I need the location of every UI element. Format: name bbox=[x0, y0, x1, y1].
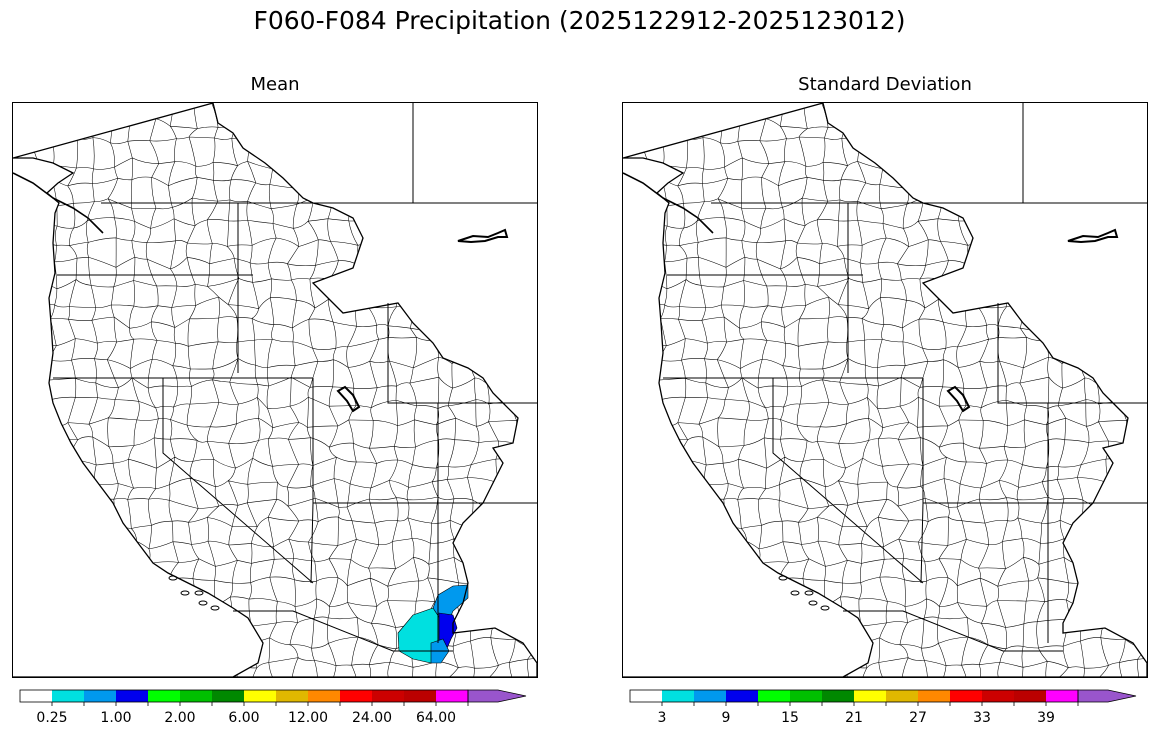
state-boundary bbox=[162, 378, 314, 584]
state-boundary bbox=[387, 303, 537, 404]
mean-colorbar bbox=[19, 689, 527, 706]
colorbar-segment bbox=[276, 690, 308, 702]
state-boundary bbox=[1022, 103, 1147, 204]
channel-island bbox=[790, 590, 800, 596]
colorbar-segment bbox=[116, 690, 148, 702]
puget-sound-shoreline bbox=[623, 172, 714, 234]
colorbar-segment bbox=[308, 690, 340, 702]
colorbar-segment bbox=[822, 690, 854, 702]
state-boundary bbox=[312, 378, 537, 504]
colorbar-tick-label: 2.00 bbox=[164, 710, 196, 726]
colorbar-tick-label: 9 bbox=[721, 710, 731, 726]
colorbar-segment bbox=[918, 690, 950, 702]
colorbar-segment bbox=[694, 690, 726, 702]
figure-title: F060-F084 Precipitation (2025122912-2025… bbox=[253, 6, 906, 35]
state-boundary bbox=[772, 378, 924, 584]
colorbar-segment bbox=[84, 690, 116, 702]
colorbar-segment bbox=[1014, 690, 1046, 702]
colorbar-segment bbox=[340, 690, 372, 702]
colorbar-segment bbox=[404, 690, 436, 702]
state-boundary bbox=[843, 610, 1063, 652]
channel-island bbox=[210, 605, 220, 611]
state-boundary bbox=[920, 502, 924, 584]
colorbar-segment bbox=[52, 690, 84, 702]
panel-title-std: Standard Deviation bbox=[798, 74, 972, 95]
colorbar-tick-label: 24.00 bbox=[351, 710, 393, 726]
coastline bbox=[623, 103, 1147, 677]
coastline bbox=[13, 103, 537, 677]
mean-colorbar-ticks: 0.25 1.00 2.00 6.00 12.00 24.00 64.00 bbox=[12, 710, 542, 730]
colorbar-segment bbox=[148, 690, 180, 702]
colorbar-segment bbox=[244, 690, 276, 702]
mean-map-drawing bbox=[13, 103, 537, 677]
colorbar-segment bbox=[854, 690, 886, 702]
channel-island bbox=[804, 590, 814, 596]
colorbar-segment bbox=[662, 690, 694, 702]
colorbar-segment bbox=[212, 690, 244, 702]
colorbar-segment bbox=[20, 690, 52, 702]
colorbar-segment bbox=[950, 690, 982, 702]
colorbar-segment bbox=[1046, 690, 1078, 702]
colorbar-arrow-segment bbox=[467, 689, 527, 703]
colorbar-tick-label: 39 bbox=[1037, 710, 1055, 726]
state-boundary bbox=[922, 378, 1147, 504]
colorbar-tick-label: 0.25 bbox=[36, 710, 68, 726]
colorbar-tick-label: 64.00 bbox=[415, 710, 457, 726]
lake-shoreline bbox=[457, 228, 509, 244]
std-map bbox=[622, 102, 1148, 678]
colorbar-tick-label: 12.00 bbox=[287, 710, 329, 726]
great-salt-lake bbox=[946, 385, 971, 413]
channel-island bbox=[168, 575, 178, 581]
panel-title-mean: Mean bbox=[250, 74, 300, 95]
colorbar-segment bbox=[630, 690, 662, 702]
channel-island bbox=[808, 600, 818, 606]
colorbar-segment bbox=[758, 690, 790, 702]
basin-boundaries bbox=[623, 103, 1147, 677]
colorbar-segment bbox=[726, 690, 758, 702]
colorbar-tick-label: 1.00 bbox=[100, 710, 132, 726]
std-map-drawing bbox=[623, 103, 1147, 677]
colorbar-tick-label: 21 bbox=[845, 710, 863, 726]
state-boundary bbox=[997, 303, 1147, 404]
state-boundary bbox=[310, 502, 314, 584]
colorbar-segment bbox=[790, 690, 822, 702]
colorbar-tick-label: 27 bbox=[909, 710, 927, 726]
channel-island bbox=[194, 590, 204, 596]
colorbar-segment bbox=[886, 690, 918, 702]
colorbar-tick-label: 3 bbox=[657, 710, 667, 726]
state-boundary bbox=[233, 610, 453, 652]
colorbar-tick-label: 33 bbox=[973, 710, 991, 726]
std-colorbar bbox=[629, 689, 1137, 706]
colorbar-tick-label: 15 bbox=[781, 710, 799, 726]
colorbar-segment bbox=[982, 690, 1014, 702]
colorbar-arrow-segment bbox=[1077, 689, 1137, 703]
state-boundary bbox=[412, 103, 537, 204]
lake-shoreline bbox=[1067, 228, 1119, 244]
colorbar-segment bbox=[372, 690, 404, 702]
colorbar-segment bbox=[436, 690, 468, 702]
great-salt-lake bbox=[336, 385, 361, 413]
colorbar-segment bbox=[180, 690, 212, 702]
mean-map bbox=[12, 102, 538, 678]
std-colorbar-ticks: 3 9 15 21 27 33 39 bbox=[622, 710, 1152, 730]
colorbar-tick-label: 6.00 bbox=[228, 710, 260, 726]
channel-island bbox=[180, 590, 190, 596]
channel-island bbox=[820, 605, 830, 611]
puget-sound-shoreline bbox=[13, 172, 104, 234]
channel-island bbox=[778, 575, 788, 581]
channel-island bbox=[198, 600, 208, 606]
